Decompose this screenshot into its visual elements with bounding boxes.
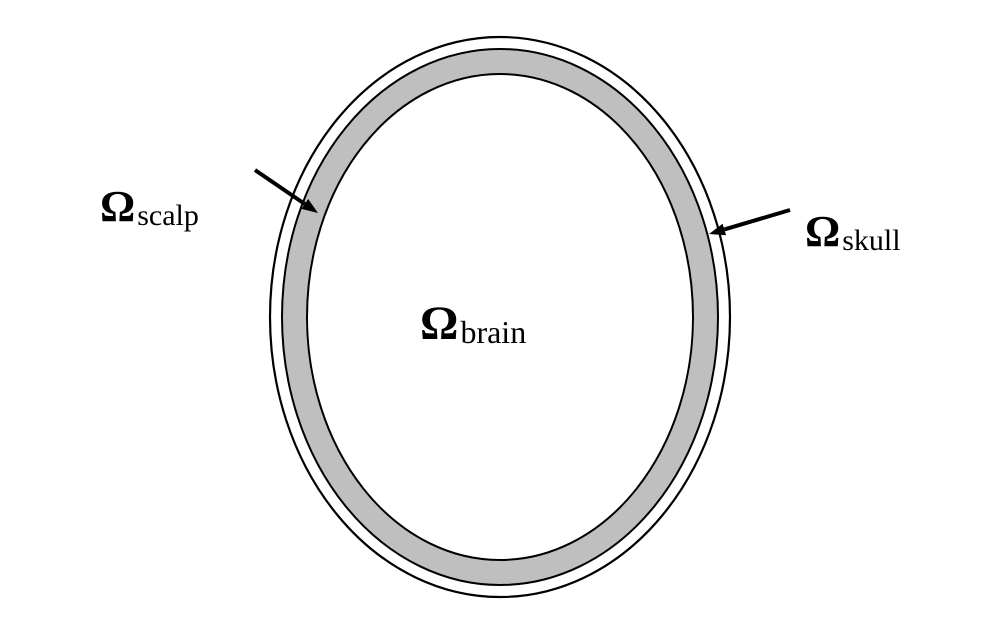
diagram-stage: Ωscalp Ωskull Ωbrain (0, 0, 1000, 634)
label-omega-skull: Ωskull (805, 210, 901, 256)
label-omega-brain: Ωbrain (420, 300, 526, 348)
omega-glyph: Ω (805, 207, 840, 256)
omega-glyph: Ω (420, 297, 458, 350)
label-subscript: scalp (137, 199, 199, 232)
omega-glyph: Ω (100, 182, 135, 231)
label-omega-scalp: Ωscalp (100, 185, 199, 231)
label-subscript: skull (842, 224, 900, 257)
arrow-skull (709, 210, 790, 235)
label-subscript: brain (460, 314, 526, 350)
